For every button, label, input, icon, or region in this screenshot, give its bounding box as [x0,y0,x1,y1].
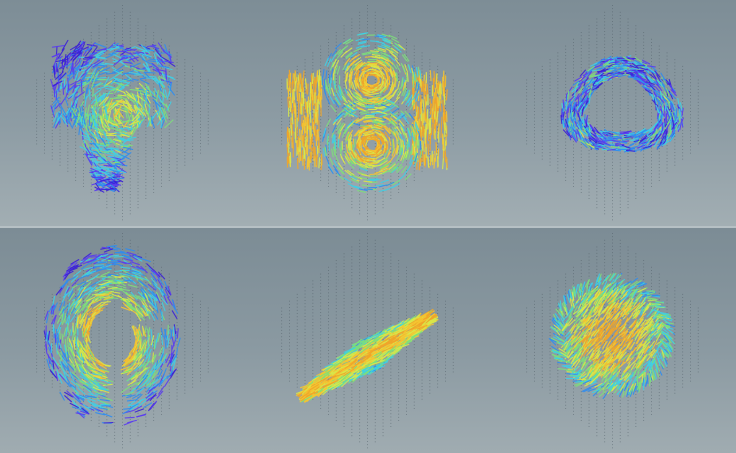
vector-field-render-5 [281,233,454,449]
vector-strokes [286,32,448,193]
panel-diagonal-sheet [245,228,490,453]
panel-split-shell [0,228,245,453]
vector-field-render-2 [281,5,454,221]
panel-ring [490,0,735,226]
bottom-row [0,228,736,453]
panel-twin-vortex [245,0,490,226]
vector-field-render-6 [526,233,699,449]
vector-strokes [548,272,676,400]
grid-dots [36,5,209,221]
grid-dots [36,233,209,449]
panel-swirl-column [0,0,245,226]
panel-sphere [490,228,735,453]
vector-strokes [50,39,176,193]
vector-strokes [560,55,684,153]
top-row [0,0,736,226]
vector-field-render-1 [36,5,209,221]
row-divider [0,226,736,228]
vector-field-render-3 [526,5,699,221]
vector-strokes [43,245,181,426]
vector-field-render-4 [36,233,209,449]
grid-dots [526,5,699,221]
vector-strokes [295,308,439,403]
